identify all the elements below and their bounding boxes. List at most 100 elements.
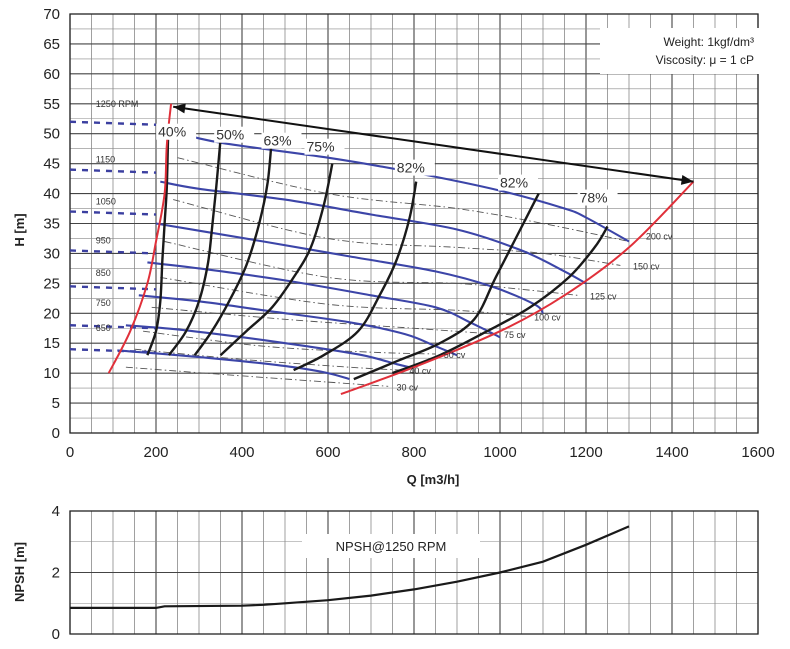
y-tick-label: 65: [43, 36, 60, 53]
speed-curve-label: 650: [96, 323, 111, 333]
power-line: [164, 241, 578, 296]
power-line-label: 100 cv: [534, 312, 561, 322]
power-line: [151, 306, 496, 335]
efficiency-label: 82%: [500, 175, 528, 191]
efficiency-curve: [293, 181, 418, 372]
annotation-viscosity: Viscosity: μ = 1 cP: [656, 53, 754, 67]
y-tick-label: 40: [43, 186, 60, 203]
y-tick-label: 50: [43, 126, 60, 143]
power-line-label: 200 cv: [646, 231, 673, 241]
main-chart-frame: [69, 13, 759, 434]
npsh-curve: [70, 525, 630, 609]
efficiency-label-bg: [214, 126, 255, 143]
speed-curve: [168, 129, 630, 243]
y-tick-label: 45: [43, 156, 60, 173]
speed-curve: [160, 180, 587, 285]
main-chart-grid: [69, 13, 759, 434]
speed-curve-stub: [69, 249, 157, 255]
speed-curve: [117, 349, 350, 381]
power-line: [177, 157, 630, 242]
limit-curve-right: [340, 180, 695, 396]
efficiency-label-bg: [498, 174, 538, 191]
speed-curve-stub: [69, 285, 157, 291]
arrow-head-right: [680, 174, 694, 185]
speed-curve-label: 950: [96, 235, 111, 245]
arrow-line: [173, 105, 694, 183]
efficiency-label: 75%: [307, 139, 335, 155]
y-tick-label: 35: [43, 216, 60, 233]
npsh-chart-grid: 0 2 4: [52, 503, 759, 643]
x-tick-label: 0: [66, 444, 74, 461]
x-tick-label: 600: [315, 444, 340, 461]
efficiency-label-bg: [394, 159, 435, 176]
npsh-series-label: NPSH@1250 RPM: [336, 539, 447, 554]
speed-curve-label: 850: [96, 268, 111, 278]
efficiency-label-bg: [577, 189, 618, 206]
efficiency-label-bg: [156, 123, 197, 140]
y-tick-label: 20: [43, 305, 60, 322]
arrow-head-left: [173, 103, 186, 114]
efficiency-label: 40%: [158, 124, 186, 140]
y-tick-label: 10: [43, 365, 60, 382]
speed-curve-stub: [69, 324, 157, 330]
annotation-box: [600, 28, 760, 74]
speed-curve-stub: [69, 348, 157, 354]
npsh-y-tick-label: 2: [52, 565, 60, 582]
y-axis-label: H [m]: [12, 213, 27, 246]
power-line-label: 30 cv: [397, 382, 419, 392]
power-line-label: 125 cv: [590, 291, 617, 301]
speed-curve-label: 1250 RPM: [96, 99, 139, 109]
npsh-legend-box: [302, 534, 480, 558]
y-tick-label: 30: [43, 245, 60, 262]
npsh-y-tick-label: 4: [52, 503, 60, 520]
x-axis-label: Q [m3/h]: [407, 472, 460, 487]
y-tick-label: 5: [52, 395, 60, 412]
y-tick-label: 25: [43, 275, 60, 292]
speed-curve-stub: [69, 210, 157, 216]
y-tick-label: 70: [43, 6, 60, 23]
power-line: [125, 366, 389, 387]
efficiency-curve: [146, 139, 170, 356]
npsh-chart-series: [70, 525, 630, 609]
efficiency-label: 63%: [264, 133, 292, 149]
power-line-label: 50 cv: [444, 350, 466, 360]
y-tick-label: 55: [43, 96, 60, 113]
y-tick-label: 15: [43, 335, 60, 352]
speed-curve: [138, 294, 458, 357]
plot-border: [69, 13, 759, 434]
x-tick-label: 1000: [483, 444, 516, 461]
speed-curve-label: 750: [96, 298, 111, 308]
speed-curve-label: 1150: [96, 154, 115, 164]
y-tick-label: 0: [52, 425, 60, 442]
x-tick-label: 200: [143, 444, 168, 461]
npsh-plot-border: [69, 510, 759, 635]
efficiency-label: 82%: [397, 160, 425, 176]
speed-curve: [155, 222, 544, 315]
main-chart-series: [69, 103, 695, 396]
x-tick-label: 1400: [655, 444, 688, 461]
speed-curve-stub: [69, 120, 157, 126]
efficiency-curve: [353, 193, 540, 381]
power-line-label: 40 cv: [409, 366, 431, 376]
efficiency-label-bg: [304, 138, 345, 155]
efficiency-curve: [392, 225, 609, 375]
x-tick-label: 400: [229, 444, 254, 461]
speed-curve: [125, 324, 410, 369]
main-chart-labels: 200 cv 150 cv 125 cv 100 cv 75 cv 50 cv 40 cv 3…: [96, 99, 673, 393]
power-line: [160, 276, 526, 317]
efficiency-label-bg: [261, 132, 302, 149]
main-chart-ticks: 0 200 400 600 800 1000 1200 1400 1600 0 5 10 15 20 25 3…: [43, 6, 774, 461]
power-line-label: 75 cv: [504, 330, 526, 340]
npsh-y-axis-label: NPSH [m]: [12, 542, 27, 602]
x-tick-label: 800: [401, 444, 426, 461]
npsh-y-tick-label: 0: [52, 626, 60, 643]
efficiency-curve: [219, 163, 334, 357]
power-line: [134, 348, 402, 371]
x-tick-label: 1200: [569, 444, 602, 461]
power-line: [173, 199, 621, 266]
limit-curve-left: [107, 103, 173, 374]
power-line-label: 150 cv: [633, 261, 660, 271]
power-line: [143, 330, 436, 355]
